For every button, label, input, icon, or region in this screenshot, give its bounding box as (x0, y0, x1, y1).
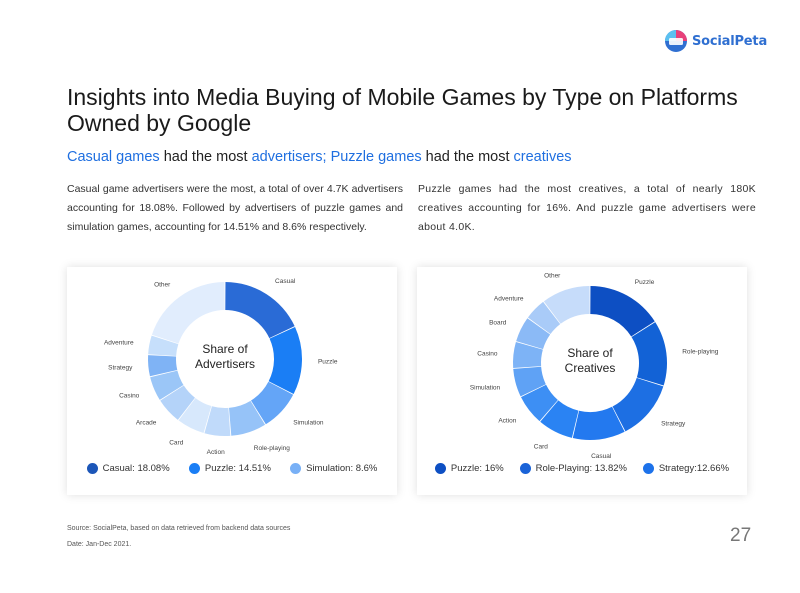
source-note: Source: SocialPeta, based on data retrie… (67, 525, 291, 532)
legend-label: Simulation: 8.6% (306, 463, 378, 474)
legend-item: Simulation: 8.6% (290, 463, 377, 474)
advertisers-donut-chart: Share of Advertisers Casual Puzzle Simulat… (104, 278, 338, 456)
legend-label: Casual: 18.08% (102, 463, 170, 474)
donut-slice-simulation (250, 381, 294, 425)
slice-label: Casual (275, 278, 296, 285)
advertisers-center-label-line1: Share of (202, 342, 248, 356)
legend-item: Strategy:12.66% (642, 463, 730, 474)
donut-slice-role-playing (631, 322, 667, 386)
legend-dot (642, 463, 654, 474)
slice-label: Casino (119, 393, 140, 400)
slice-label: Simulation (470, 385, 501, 392)
legend-label: Puzzle: 16% (450, 463, 504, 474)
slice-label: Other (544, 272, 561, 279)
page-number: 27 (730, 525, 752, 546)
brand-name: SocialPeta (692, 33, 768, 49)
donut-slice-card (178, 398, 212, 433)
subtitle-part-5: Puzzle games (330, 149, 422, 165)
brand-logo: SocialPeta (664, 28, 774, 54)
slice-label: Board (489, 320, 507, 327)
donut-slice-action (520, 384, 558, 422)
slice-label: Strategy (661, 420, 686, 427)
donut-slice-action (204, 406, 231, 436)
donut-slice-casual (572, 406, 625, 440)
advertisers-paragraph: Casual game advertisers were the most, a… (67, 183, 403, 233)
slice-label: Puzzle (635, 279, 655, 286)
legend-label: Puzzle: 14.51% (204, 463, 271, 474)
donut-slice-simulation (513, 366, 546, 397)
creatives-donut-chart: Share of Creatives Puzzle Role-playing Str… (470, 272, 719, 460)
advertisers-legend: Casual: 18.08% Puzzle: 14.51% Simulation… (67, 463, 397, 474)
slice-label: Action (498, 417, 516, 424)
legend-item: Puzzle: 14.51% (188, 463, 271, 474)
legend-item: Casual: 18.08% (86, 463, 170, 474)
slice-label: Casino (477, 351, 498, 358)
slice-label: Puzzle (318, 358, 338, 365)
slice-label: Simulation (293, 420, 324, 427)
donut-slice-casino (150, 370, 184, 400)
donut-slice-other (543, 286, 590, 324)
advertisers-chart-card: Share of Advertisers Casual Puzzle Simulat… (67, 267, 397, 495)
date-note: Date: Jan-Dec 2021. (67, 541, 132, 548)
slice-label: Adventure (104, 339, 134, 346)
subtitle-part-7: creatives (513, 149, 572, 165)
page-subtitle: Casual games had the most advertisers; P… (67, 149, 572, 165)
legend-dot (188, 463, 200, 474)
legend-dot (86, 463, 98, 474)
donut-slice-casual (225, 282, 295, 339)
slice-label: Strategy (108, 365, 133, 372)
donut-slice-strategy (612, 377, 664, 432)
legend-item: Puzzle: 16% (434, 463, 504, 474)
creatives-chart-card: Share of Creatives Puzzle Role-playing Str… (417, 267, 747, 495)
subtitle-part-2: had the most (159, 149, 252, 165)
donut-slice-board (516, 318, 551, 350)
legend-dot (434, 463, 446, 474)
slice-label: Role-playing (254, 445, 291, 452)
advertisers-center-label-line2: Advertisers (195, 357, 255, 371)
page-title: Insights into Media Buying of Mobile Gam… (67, 84, 738, 136)
subtitle-part-3: advertisers; (251, 149, 327, 165)
donut-slice-adventure (148, 335, 179, 356)
slice-label: Adventure (494, 295, 524, 302)
legend-dot (290, 463, 302, 474)
creatives-legend: Puzzle: 16% Role-Playing: 13.82% Strateg… (417, 463, 747, 474)
subtitle-part-6: had the most (421, 149, 514, 165)
slice-label: Other (154, 281, 171, 288)
donut-slice-puzzle (268, 326, 302, 394)
legend-label: Strategy:12.66% (658, 463, 730, 474)
slice-label: Action (207, 449, 225, 456)
donut-slice-arcade (160, 385, 195, 420)
donut-slice-strategy (148, 355, 178, 377)
slice-label: Arcade (136, 419, 157, 426)
subtitle-part-1: Casual games (67, 149, 160, 165)
slice-label: Casual (591, 453, 612, 460)
donut-slice-role-playing (228, 400, 266, 436)
creatives-paragraph: Puzzle games had the most creatives, a t… (418, 183, 756, 233)
legend-dot (519, 463, 531, 474)
donut-slice-casino (513, 342, 543, 368)
slice-label: Role-playing (682, 348, 719, 355)
creatives-center-label-line1: Share of (567, 346, 613, 360)
legend-label: Role-Playing: 13.82% (535, 463, 627, 474)
creatives-center-label-line2: Creatives (565, 361, 616, 375)
slice-label: Card (169, 440, 183, 447)
socialpeta-logo-icon (665, 30, 687, 52)
legend-item: Role-Playing: 13.82% (519, 463, 627, 474)
donut-slice-other (151, 282, 225, 344)
slice-label: Card (534, 443, 548, 450)
donut-slice-puzzle (590, 286, 655, 337)
donut-slice-card (540, 400, 579, 438)
donut-slice-adventure (527, 301, 561, 335)
